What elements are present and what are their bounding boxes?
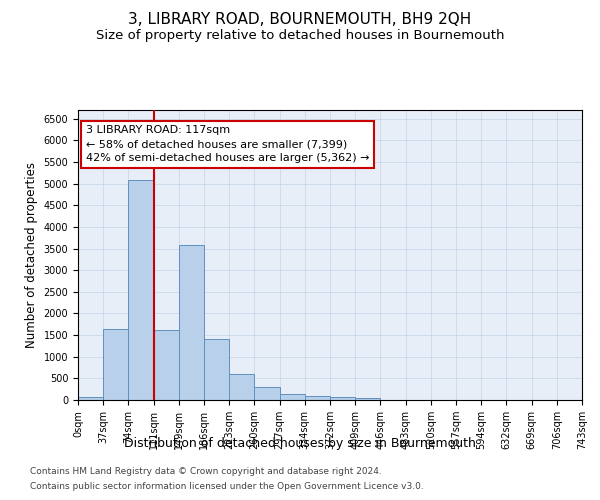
Bar — [179, 246, 204, 400]
Text: 3 LIBRARY ROAD: 117sqm
← 58% of detached houses are smaller (7,399)
42% of semi-: 3 LIBRARY ROAD: 117sqm ← 58% of detached… — [86, 125, 369, 163]
Bar — [254, 387, 280, 400]
Text: Size of property relative to detached houses in Bournemouth: Size of property relative to detached ho… — [96, 29, 504, 42]
Bar — [154, 330, 179, 400]
Bar — [78, 397, 103, 400]
Bar — [355, 398, 380, 400]
Text: Contains public sector information licensed under the Open Government Licence v3: Contains public sector information licen… — [30, 482, 424, 491]
Bar — [103, 329, 128, 400]
Text: Contains HM Land Registry data © Crown copyright and database right 2024.: Contains HM Land Registry data © Crown c… — [30, 467, 382, 476]
Bar — [128, 180, 154, 400]
Text: Distribution of detached houses by size in Bournemouth: Distribution of detached houses by size … — [124, 438, 476, 450]
Y-axis label: Number of detached properties: Number of detached properties — [25, 162, 38, 348]
Text: 3, LIBRARY ROAD, BOURNEMOUTH, BH9 2QH: 3, LIBRARY ROAD, BOURNEMOUTH, BH9 2QH — [128, 12, 472, 28]
Bar — [330, 397, 355, 400]
Bar — [280, 394, 305, 400]
Bar — [305, 396, 330, 400]
Bar — [229, 374, 254, 400]
Bar — [204, 338, 229, 400]
